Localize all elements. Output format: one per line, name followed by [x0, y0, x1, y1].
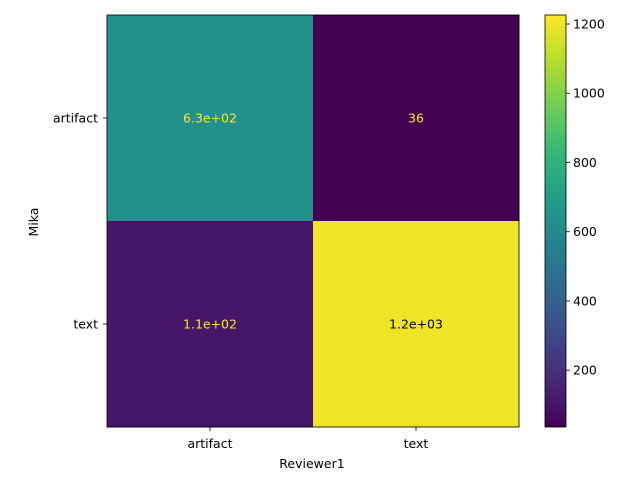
x-tick-label: artifact: [187, 436, 232, 451]
colorbar-tick-label: 200: [573, 363, 597, 378]
x-axis: artifact text: [187, 427, 428, 451]
y-tick-label: artifact: [53, 111, 98, 126]
y-tick-label: text: [73, 317, 98, 332]
heatmap-cell: [107, 221, 314, 428]
colorbar-tick-label: 400: [573, 293, 597, 308]
x-tick-label: text: [404, 436, 429, 451]
colorbar-tick-label: 600: [573, 224, 597, 239]
colorbar-tick-label: 1200: [573, 17, 605, 32]
heatmap-cell: [107, 15, 314, 222]
heatmap-frame: [106, 14, 520, 428]
y-axis: artifact text: [53, 111, 107, 332]
cell-value-label: 6.3e+02: [183, 111, 237, 126]
cell-value-label: 1.2e+03: [389, 317, 443, 332]
cell-value-label: 36: [408, 111, 424, 126]
heatmap-cell: [313, 221, 520, 428]
colorbar-tick-label: 1000: [573, 86, 605, 101]
colorbar-tick-label: 800: [573, 155, 597, 170]
colorbar: 200 400 600 800 1000 1200: [544, 14, 605, 428]
colorbar-gradient: [544, 14, 567, 428]
cell-value-label: 1.1e+02: [183, 317, 237, 332]
y-axis-label: Mika: [26, 208, 41, 237]
x-axis-label: Reviewer1: [279, 456, 344, 471]
heatmap-cell: [313, 15, 520, 222]
heatmap-area: 6.3e+02 36 1.1e+02 1.2e+03: [106, 14, 520, 428]
